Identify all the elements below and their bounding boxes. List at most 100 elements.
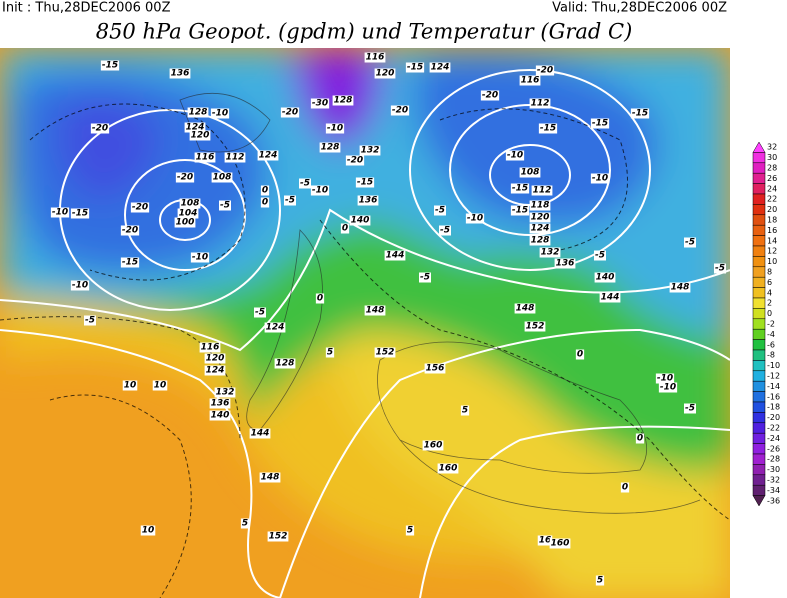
- label-box: [214, 387, 236, 398]
- label-box: [437, 463, 459, 474]
- contour-label: 136: [556, 259, 575, 269]
- contour-label: -5: [220, 201, 230, 211]
- label-box: [465, 213, 485, 224]
- contour-label: 124: [206, 366, 225, 376]
- label-box: [390, 105, 410, 116]
- label-box: [364, 305, 386, 316]
- contour-label: -10: [52, 208, 68, 218]
- contour-label: -10: [660, 383, 676, 393]
- label-box: [669, 282, 691, 293]
- label-box: [538, 123, 558, 134]
- colorbar-label: 6: [767, 278, 772, 287]
- colorbar-cell: [752, 214, 766, 226]
- colorbar-label: -10: [767, 361, 780, 370]
- contour-label: 10: [154, 381, 167, 391]
- contour-label: 120: [191, 131, 210, 141]
- colorbar-cell: [752, 484, 766, 496]
- contour-label: -5: [300, 179, 310, 189]
- label-box: [130, 202, 150, 213]
- contour-label: -20: [537, 66, 553, 76]
- label-box: [120, 257, 140, 268]
- colorbar-label: 20: [767, 205, 777, 214]
- colorbar-label: 30: [767, 153, 777, 162]
- contour-label: 140: [211, 411, 230, 421]
- contour-label: 116: [366, 53, 385, 63]
- label-box: [325, 347, 335, 358]
- label-box: [345, 155, 365, 166]
- label-box: [529, 223, 551, 234]
- contour-label: -20: [132, 203, 148, 213]
- colorbar-cell: [752, 495, 766, 507]
- colorbar-label: 0: [767, 309, 772, 318]
- label-box: [284, 195, 296, 206]
- contour-label: -10: [312, 186, 328, 196]
- contour-label: 124: [186, 123, 205, 133]
- label-box: [70, 280, 90, 291]
- colorbar-label: 14: [767, 236, 777, 245]
- label-box: [319, 142, 341, 153]
- colorbar-label: -28: [767, 455, 780, 464]
- contour-label: 144: [251, 429, 270, 439]
- map-field: [0, 48, 730, 598]
- contour-label: 128: [276, 359, 295, 369]
- label-box: [590, 118, 610, 129]
- label-box: [655, 373, 675, 384]
- contour-label: 0: [262, 198, 268, 208]
- contour-label: 124: [431, 63, 450, 73]
- contour-label: -5: [435, 206, 445, 216]
- contour-label: 108: [181, 199, 200, 209]
- label-box: [122, 380, 138, 391]
- label-box: [219, 200, 231, 211]
- label-box: [419, 272, 431, 283]
- colorbar-cell: [752, 328, 766, 340]
- contour-label: -10: [212, 109, 228, 119]
- colorbar-cell: [752, 204, 766, 216]
- label-box: [204, 353, 226, 364]
- colorbar-cell: [752, 172, 766, 184]
- temperature-contours: [0, 103, 730, 598]
- contour-label: -15: [540, 124, 556, 134]
- label-box: [684, 403, 696, 414]
- contour-label: 0: [317, 294, 323, 304]
- colorbar-cell: [752, 412, 766, 424]
- label-box: [260, 197, 270, 208]
- colorbar-label: 26: [767, 174, 777, 183]
- label-box: [594, 250, 606, 261]
- contour-label: 112: [531, 99, 550, 109]
- colorbar-label: -22: [767, 424, 780, 433]
- contour-label: 152: [526, 322, 545, 332]
- contour-label: -5: [595, 251, 605, 261]
- contour-label: 0: [577, 350, 583, 360]
- contour-label: -5: [285, 196, 295, 206]
- contour-label: 124: [531, 224, 550, 234]
- label-box: [529, 98, 551, 109]
- colorbar-label: -24: [767, 434, 780, 443]
- contour-label: 108: [521, 168, 540, 178]
- contour-label: -20: [482, 91, 498, 101]
- contour-label: -10: [507, 151, 523, 161]
- label-box: [535, 65, 555, 76]
- colorbar-label: 4: [767, 288, 772, 297]
- colorbar-cell: [752, 380, 766, 392]
- colorbar-cell: [752, 360, 766, 372]
- label-box: [175, 172, 195, 183]
- label-box: [405, 525, 415, 536]
- label-box: [364, 52, 386, 63]
- contour-label: 136: [171, 69, 190, 79]
- label-box: [280, 107, 300, 118]
- label-box: [177, 208, 199, 219]
- contour-label: -20: [392, 106, 408, 116]
- contour-label: 132: [541, 248, 560, 258]
- contour-label: 144: [601, 293, 620, 303]
- colorbar-label: 2: [767, 299, 772, 308]
- contour-label: -5: [255, 308, 265, 318]
- contour-label: -20: [282, 108, 298, 118]
- colorbar-label: -8: [767, 351, 775, 360]
- contour-label: 100: [176, 218, 195, 228]
- colorbar-label: -12: [767, 372, 780, 381]
- label-box: [359, 145, 381, 156]
- label-box: [224, 152, 246, 163]
- contour-label: -20: [92, 124, 108, 134]
- contour-label: 160: [439, 464, 458, 474]
- colorbar-cell: [752, 162, 766, 174]
